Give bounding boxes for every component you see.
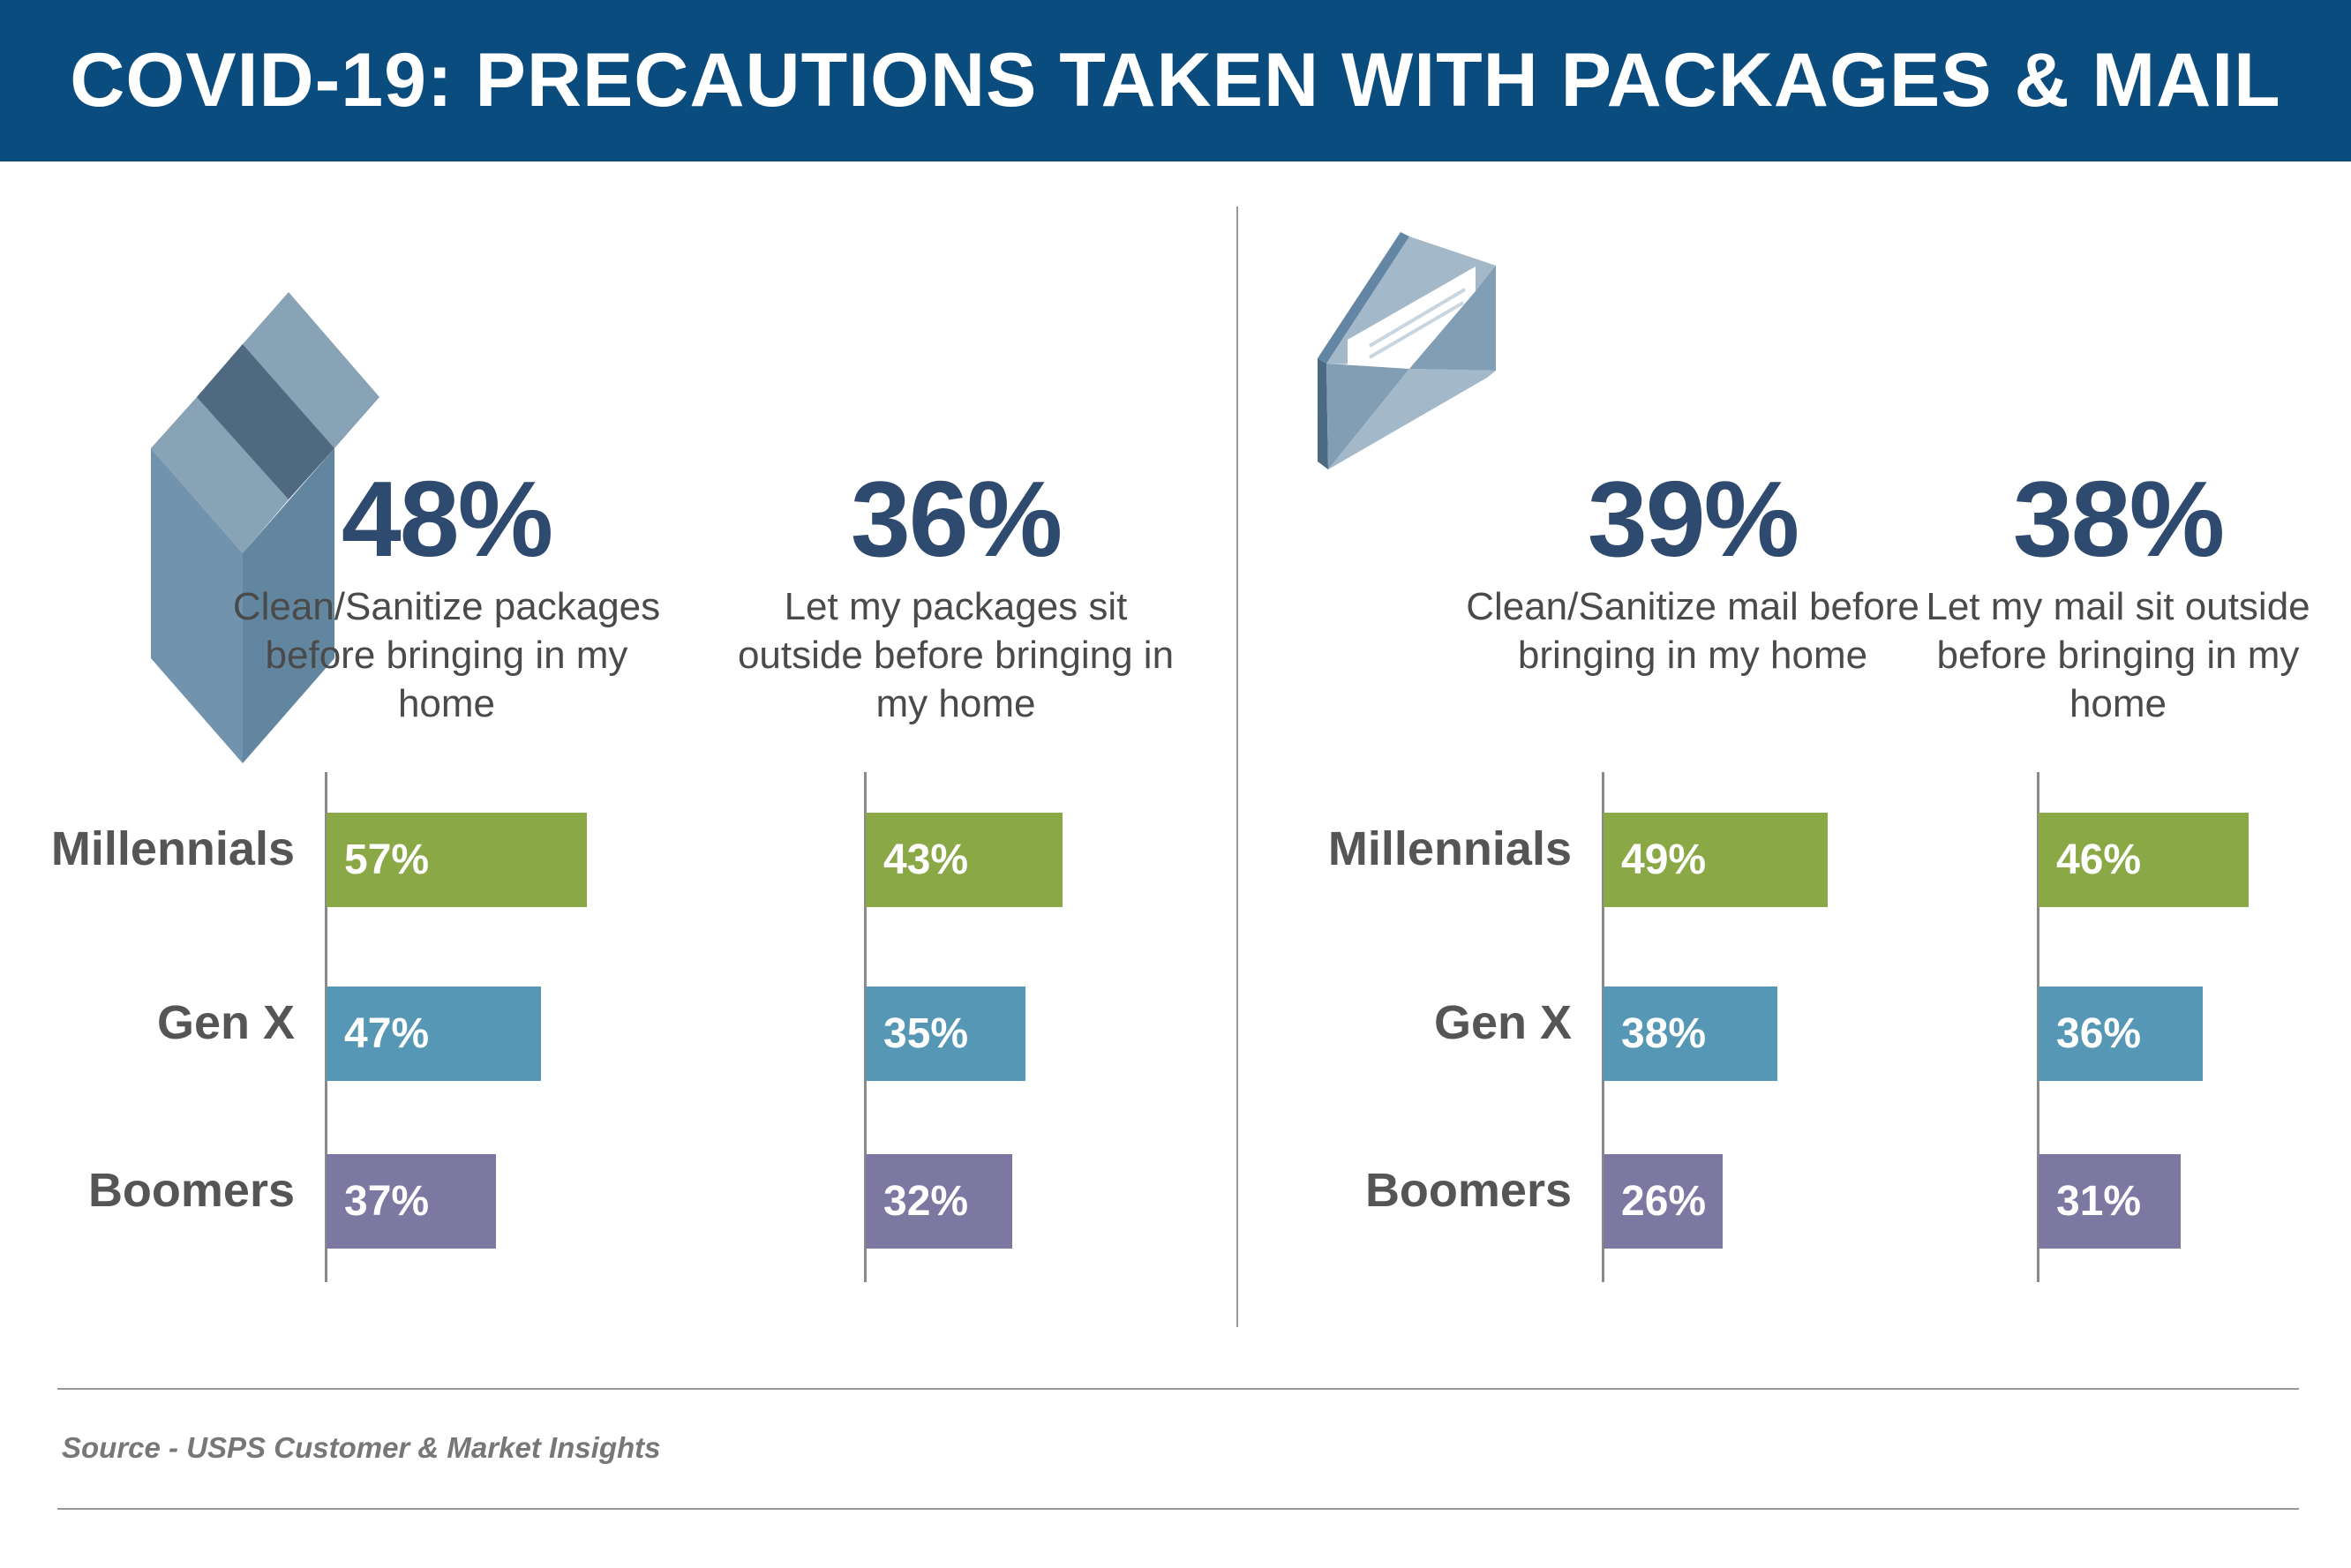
bar-value-label: 46% xyxy=(2056,837,2142,883)
bar-boomers: 37% xyxy=(327,1154,496,1249)
panel-description: Let my packages sit outside before bring… xyxy=(737,585,1175,725)
category-label: Millennials xyxy=(50,822,295,875)
bar-value-label: 47% xyxy=(344,1010,430,1057)
category-label: Boomers xyxy=(87,1164,295,1217)
page-title: COVID-19: PRECAUTIONS TAKEN WITH PACKAGE… xyxy=(70,38,2281,123)
bar-millennials: 46% xyxy=(2039,813,2250,907)
headline-percent: 36% xyxy=(850,459,1063,579)
category-label: Gen X xyxy=(1433,996,1572,1049)
bar-millennials: 49% xyxy=(1604,813,1828,907)
headline-percent: 39% xyxy=(1587,459,1799,579)
panel-description: Let my mail sit outside before bringing … xyxy=(1926,585,2310,725)
bar-value-label: 49% xyxy=(1621,837,1707,883)
header-banner: COVID-19: PRECAUTIONS TAKEN WITH PACKAGE… xyxy=(0,0,2351,161)
panel-description: Clean/Sanitize packages before bringing … xyxy=(232,585,661,725)
icons-layer xyxy=(151,232,1496,763)
bar-boomers: 31% xyxy=(2039,1154,2181,1249)
footer-rule-bottom xyxy=(57,1508,2299,1510)
bar-boomers: 26% xyxy=(1604,1154,1723,1249)
bar-value-label: 57% xyxy=(344,837,430,883)
footer-rule-top xyxy=(57,1388,2299,1390)
bar-value-label: 43% xyxy=(883,837,969,883)
bar-axis-line xyxy=(864,772,867,1282)
category-label: Gen X xyxy=(156,996,295,1049)
bar-axis-line xyxy=(325,772,327,1282)
bar-value-label: 36% xyxy=(2056,1010,2142,1057)
open-envelope-icon xyxy=(1318,232,1496,469)
bar-axis-line xyxy=(1602,772,1604,1282)
package-box-icon xyxy=(151,292,379,763)
bar-value-label: 32% xyxy=(883,1178,969,1225)
bar-value-label: 35% xyxy=(883,1010,969,1057)
bar-gen-x: 36% xyxy=(2039,987,2204,1081)
bar-millennials: 43% xyxy=(866,813,1063,907)
category-label: Boomers xyxy=(1364,1164,1572,1217)
source-note: Source - USPS Customer & Market Insights xyxy=(62,1431,661,1464)
headline-percent: 48% xyxy=(341,459,553,579)
bar-value-label: 37% xyxy=(344,1178,430,1225)
panel-description: Clean/Sanitize mail before bringing in m… xyxy=(1466,585,1919,677)
bar-gen-x: 38% xyxy=(1604,987,1777,1081)
category-label: Millennials xyxy=(1327,822,1572,875)
bar-value-label: 38% xyxy=(1621,1010,1707,1057)
bar-gen-x: 35% xyxy=(866,987,1026,1081)
bar-gen-x: 47% xyxy=(327,987,542,1081)
headline-percent: 38% xyxy=(2012,459,2225,579)
bar-millennials: 57% xyxy=(327,813,588,907)
bar-axis-line xyxy=(2037,772,2039,1282)
bar-value-label: 31% xyxy=(2056,1178,2142,1225)
bar-boomers: 32% xyxy=(866,1154,1012,1249)
bar-value-label: 26% xyxy=(1621,1178,1707,1225)
section-divider xyxy=(1236,206,1238,1327)
